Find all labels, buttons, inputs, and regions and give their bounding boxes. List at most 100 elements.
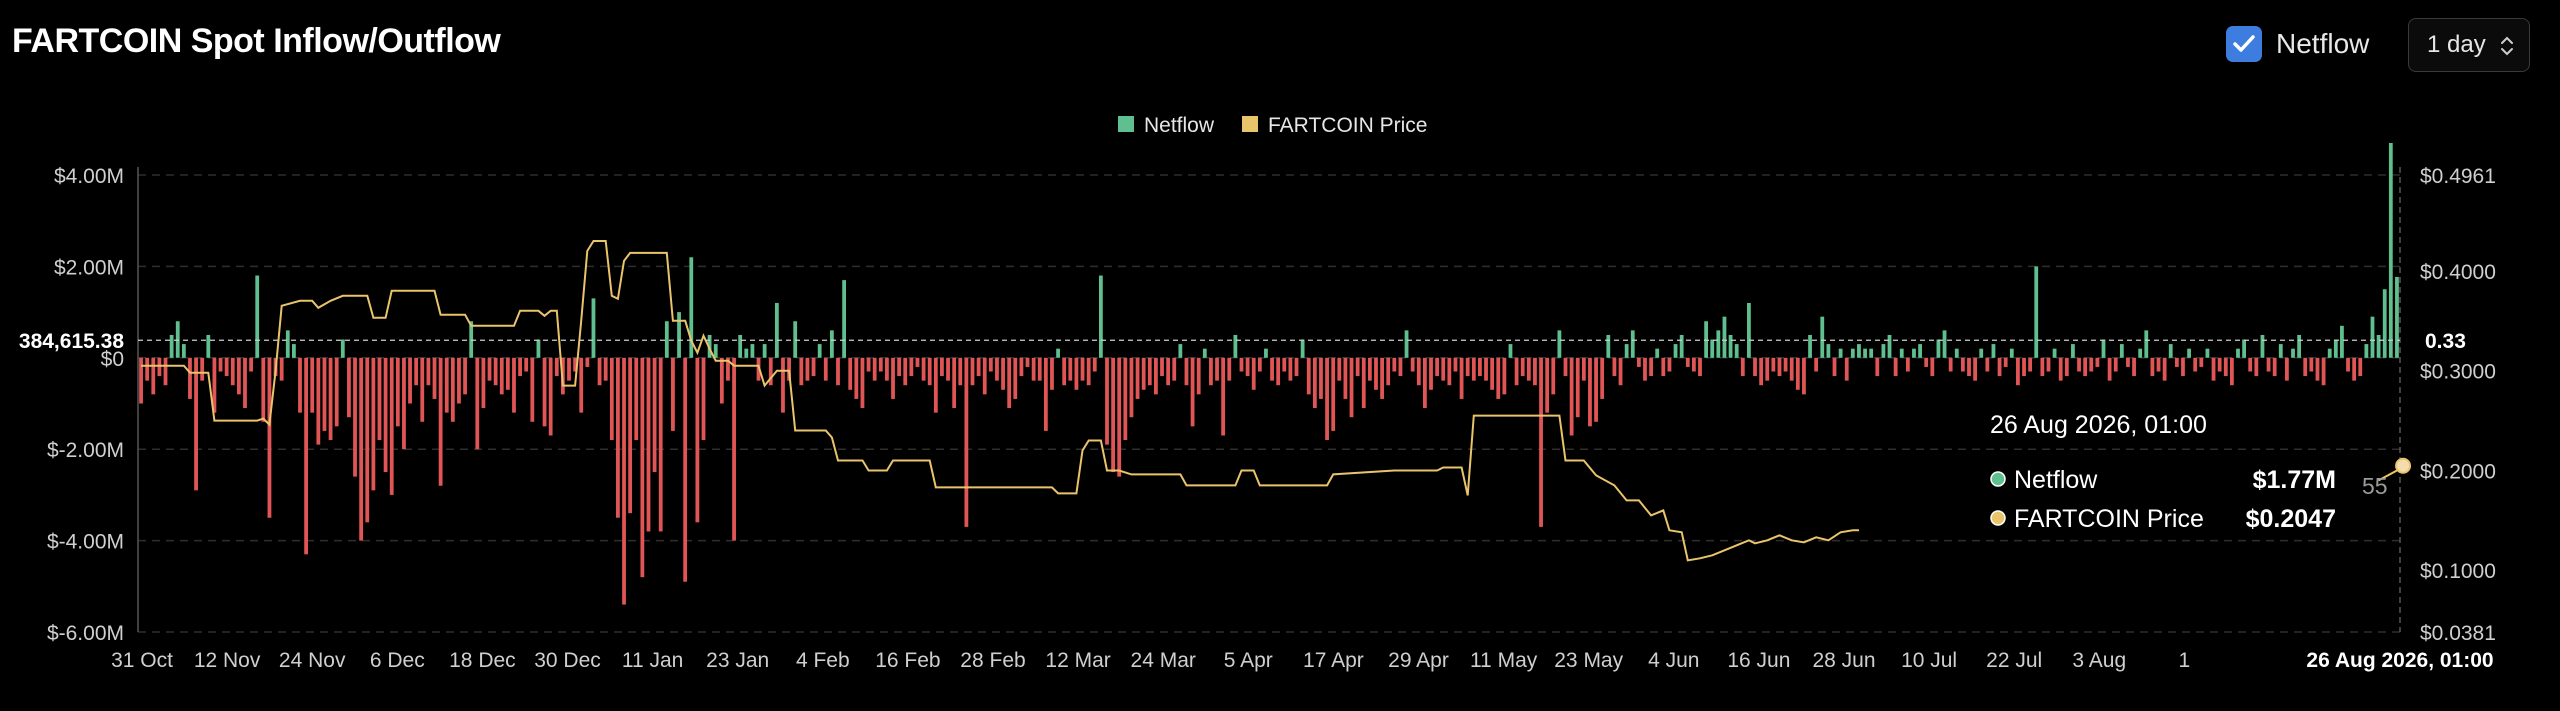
netflow-bar [1251,357,1256,390]
netflow-bar [1520,357,1525,377]
netflow-bar [756,357,761,381]
netflow-bar [1043,357,1048,431]
netflow-bar [2077,357,2081,372]
netflow-bar [2346,357,2350,372]
netflow-bar [1606,334,1611,358]
netflow-bar [316,357,321,445]
netflow-bar [230,357,235,386]
x-tick-label: 29 Apr [1388,649,1449,672]
netflow-bar [1747,302,1751,358]
netflow-bar [1239,357,1244,372]
netflow-bar [2229,357,2234,386]
netflow-bar [463,357,467,395]
right-tick-label: $0.4000 [2420,261,2496,284]
x-tick-label: 4 Feb [796,649,850,672]
netflow-bar [1074,357,1079,390]
netflow-bar [512,357,516,413]
netflow-bar [585,357,590,367]
netflow-bar [2138,348,2143,358]
netflow-bar [1753,357,1757,377]
netflow-bar [872,357,877,381]
tooltip-overlap-label: 55 [2362,473,2388,499]
netflow-bar [2266,357,2271,372]
netflow-bar [622,357,626,605]
netflow-bar [487,357,492,381]
netflow-bar [1912,348,1916,358]
tooltip-price-value: $0.2047 [2246,505,2336,533]
netflow-bar [304,357,309,555]
netflow-bar [1508,344,1513,358]
netflow-bar [1147,357,1152,386]
netflow-bar [664,321,669,358]
netflow-bar [1661,357,1666,377]
netflow-bar [2297,334,2302,358]
x-tick-label: 22 Jul [1986,649,2042,672]
netflow-bar [475,357,480,450]
netflow-bar [188,357,192,399]
netflow-bar [1037,357,1042,381]
netflow-bar [1325,357,1329,441]
netflow-bar [2181,357,2185,377]
netflow-bar [933,357,938,413]
netflow-bar [1398,357,1403,377]
netflow-bar [927,357,932,386]
netflow-checkbox[interactable] [2226,26,2262,62]
netflow-bar [554,357,559,377]
netflow-bar [1111,357,1116,473]
netflow-bar [1612,357,1617,377]
netflow-bar [1288,357,1293,381]
netflow-bar [1795,357,1800,390]
netflow-bar [591,298,596,358]
interval-select[interactable]: 1 day [2408,18,2530,72]
netflow-bar [1618,357,1623,386]
netflow-bar [2278,344,2283,358]
netflow-bar [139,357,143,404]
netflow-bar [2217,357,2222,372]
netflow-bar [1716,330,1721,358]
netflow-bar [469,321,474,358]
netflow-bar [267,357,272,518]
netflow-bar [1459,357,1464,399]
netflow-bar [726,357,730,381]
netflow-bar [2291,348,2295,358]
netflow-bar [2071,344,2075,358]
netflow-bar [2058,357,2063,381]
netflow-bar [781,357,785,413]
netflow-bar [1679,334,1684,358]
netflow-bar [426,357,431,386]
netflow-bar [1557,330,1562,358]
netflow-bar [1435,357,1440,377]
x-tick-label: 31 Oct [111,649,173,672]
netflow-bar [1233,334,1238,358]
netflow-bar [334,357,339,427]
netflow-bar [1857,344,1861,358]
netflow-bar [1123,357,1128,441]
netflow-bar [1600,357,1605,399]
netflow-bar [982,357,987,395]
netflow-bar [2309,357,2314,372]
netflow-bar [719,357,724,404]
netflow-bar [224,357,229,377]
netflow-bar [964,357,969,527]
netflow-bar [1209,357,1213,386]
netflow-bar [206,334,211,358]
netflow-bar [1783,357,1788,372]
netflow-bar [420,357,425,422]
price-line [141,240,2412,562]
netflow-bar [799,357,804,386]
netflow-bar [548,357,553,436]
netflow-bar [2358,357,2363,377]
netflow-toggle[interactable]: Netflow [2226,26,2369,62]
netflow-bar [200,357,205,381]
netflow-bar [530,357,535,422]
netflow-bar [1105,357,1109,445]
netflow-bar [1526,357,1531,381]
x-tick-label: 12 Mar [1045,649,1110,672]
netflow-bar [1771,357,1776,372]
netflow-bar [2113,357,2118,372]
netflow-bar [2223,357,2228,377]
netflow-bar [236,357,241,395]
netflow-bar [1001,357,1005,390]
netflow-bar [634,357,639,441]
chart-legend: Netflow FARTCOIN Price [1118,114,1427,137]
